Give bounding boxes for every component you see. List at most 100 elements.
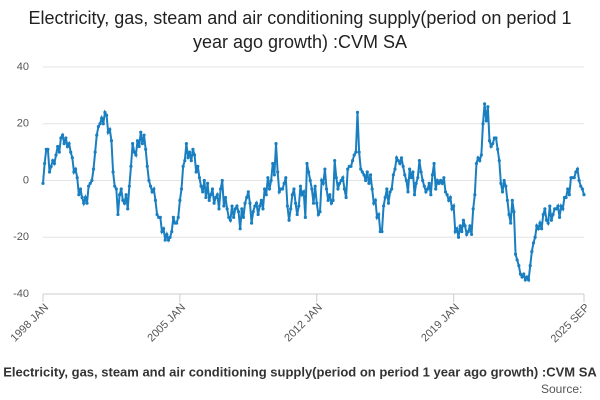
point: [72, 170, 76, 174]
point: [65, 144, 70, 149]
point: [504, 184, 508, 188]
point: [249, 221, 254, 225]
point: [155, 212, 159, 217]
point: [535, 224, 539, 228]
point: [424, 190, 428, 194]
legend-label: Electricity, gas, steam and air conditio…: [3, 364, 597, 379]
point: [135, 139, 140, 143]
point: [575, 167, 580, 171]
point: [476, 156, 480, 160]
point: [354, 150, 358, 154]
point: [442, 176, 446, 180]
point: [364, 178, 368, 183]
point: [365, 170, 369, 174]
point: [70, 156, 74, 160]
point: [140, 142, 145, 146]
point: [303, 215, 307, 219]
point: [375, 215, 379, 219]
point: [520, 275, 524, 279]
point: [175, 221, 179, 225]
point: [271, 161, 275, 166]
point: [471, 207, 475, 211]
point: [282, 181, 286, 185]
point: [245, 195, 249, 200]
point: [341, 176, 345, 180]
point: [85, 201, 89, 205]
point: [259, 198, 263, 202]
point: [377, 212, 381, 217]
point: [479, 153, 483, 157]
point: [370, 187, 374, 191]
point: [580, 187, 584, 191]
point: [421, 178, 425, 183]
point: [134, 153, 138, 157]
point: [77, 193, 81, 197]
point: [450, 207, 454, 211]
point: [536, 227, 540, 231]
chart-title: Electricity, gas, steam and air conditio…: [28, 8, 572, 52]
point: [401, 164, 405, 168]
point: [284, 176, 288, 180]
point: [310, 187, 314, 191]
point: [318, 210, 322, 214]
point: [496, 147, 500, 151]
point: [91, 167, 96, 171]
point: [425, 187, 430, 191]
point: [461, 218, 466, 222]
point: [267, 187, 272, 191]
point: [577, 178, 581, 183]
point: [505, 198, 510, 202]
point: [280, 187, 285, 191]
point: [548, 204, 552, 208]
point: [417, 159, 422, 163]
point: [512, 210, 516, 214]
point: [142, 133, 146, 137]
point: [302, 190, 306, 194]
source: Source:: [541, 382, 582, 396]
point: [326, 198, 330, 202]
point: [109, 139, 114, 143]
point: [582, 193, 586, 197]
point: [395, 156, 399, 160]
point: [398, 161, 402, 166]
point: [243, 201, 247, 205]
point: [324, 187, 329, 191]
point: [188, 150, 192, 154]
point: [116, 212, 120, 217]
point: [80, 195, 84, 200]
point: [49, 164, 53, 168]
point: [414, 181, 418, 185]
y-tick-label: -40: [13, 288, 29, 300]
point: [523, 278, 527, 282]
point: [540, 227, 544, 231]
point: [448, 195, 452, 200]
point: [484, 119, 488, 123]
point: [386, 201, 391, 205]
point: [546, 221, 550, 225]
point: [227, 215, 231, 219]
point: [440, 181, 444, 185]
point: [272, 173, 276, 177]
point: [298, 184, 303, 188]
point: [541, 212, 545, 217]
point: [499, 181, 503, 185]
point: [574, 170, 578, 174]
point: [500, 190, 505, 194]
point: [90, 178, 94, 183]
point: [191, 147, 195, 151]
point: [119, 187, 123, 191]
point: [422, 184, 426, 188]
point: [295, 212, 299, 217]
point: [108, 127, 112, 132]
point: [202, 178, 206, 183]
point: [403, 173, 407, 177]
point: [75, 176, 79, 180]
point: [551, 212, 555, 217]
point: [114, 187, 118, 191]
point: [328, 193, 332, 197]
point: [101, 122, 105, 126]
point: [113, 184, 117, 188]
point: [148, 184, 153, 188]
point: [43, 161, 47, 166]
